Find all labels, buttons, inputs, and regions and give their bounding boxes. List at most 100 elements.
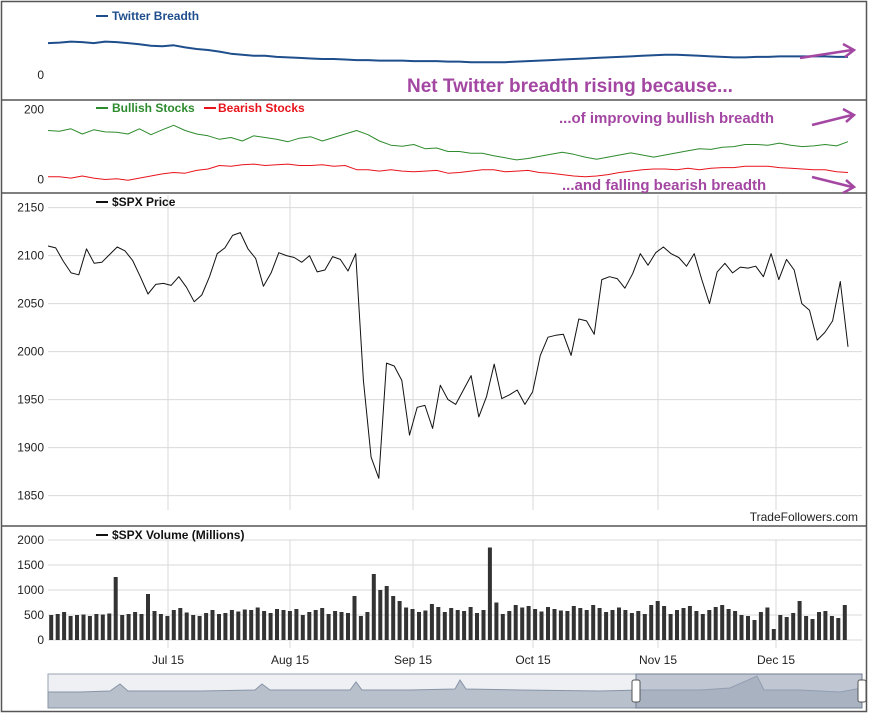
volume-bar — [791, 613, 796, 640]
volume-bar — [675, 610, 679, 640]
navigator-right-handle[interactable] — [857, 679, 867, 703]
y-tick-label: 1900 — [17, 441, 44, 455]
volume-bar — [436, 607, 441, 640]
x-axis-label: Aug 15 — [271, 653, 309, 667]
volume-bar — [242, 609, 247, 640]
navigator-selection[interactable] — [635, 673, 863, 709]
volume-bar — [223, 613, 228, 640]
y-tick-label: 200 — [24, 103, 44, 117]
volume-bar — [617, 607, 621, 640]
twitter-legend: Twitter Breadth — [96, 9, 199, 23]
volume-bar — [700, 614, 705, 640]
series-line-spx-price — [47, 232, 849, 479]
volume-bar — [449, 608, 454, 640]
volume-bar — [217, 614, 221, 640]
volume-bar — [558, 610, 563, 640]
volume-bar — [178, 608, 183, 640]
volume-bar — [481, 610, 486, 640]
arrow-down-right-icon — [811, 175, 857, 195]
volume-bar — [752, 620, 757, 640]
volume-bars — [49, 547, 847, 640]
volume-bar — [81, 614, 86, 640]
volume-bar — [107, 613, 112, 640]
volume-bar — [591, 605, 596, 640]
volume-bar — [804, 616, 809, 640]
volume-bar — [520, 607, 525, 640]
y-tick-label: 2050 — [17, 297, 44, 311]
volume-bar — [681, 608, 686, 640]
volume-bar — [236, 611, 241, 640]
volume-bar — [494, 602, 499, 640]
volume-bar — [584, 610, 589, 640]
volume-y-axis: 0 500 1000 1500 2000 — [17, 533, 44, 647]
volume-bar — [771, 629, 776, 640]
price-legend: $SPX Price — [96, 195, 176, 209]
navigator-left-handle[interactable] — [631, 679, 641, 703]
volume-bar — [649, 605, 654, 640]
volume-bar — [565, 611, 570, 640]
watermark: TradeFollowers.com — [750, 510, 858, 524]
volume-bar — [94, 614, 99, 640]
volume-bar — [636, 611, 641, 640]
volume-bar — [146, 594, 150, 640]
volume-bar — [262, 611, 267, 640]
volume-bar — [229, 610, 234, 640]
twitter-y-axis: 0 — [37, 68, 44, 82]
volume-bar — [120, 615, 125, 640]
volume-bar — [578, 608, 583, 640]
volume-bar — [797, 601, 802, 640]
volume-bar — [352, 596, 357, 640]
volume-bar — [197, 616, 202, 640]
volume-bar — [378, 590, 383, 640]
series-line-bullish-stocks — [47, 124, 849, 161]
volume-bar — [307, 612, 312, 640]
volume-bar — [533, 609, 538, 640]
volume-bar — [784, 617, 789, 640]
volume-bar — [829, 616, 834, 640]
volume-bar — [623, 610, 628, 640]
y-tick-label: 0 — [37, 68, 44, 82]
volume-bar — [604, 612, 609, 640]
y-tick-label: 0 — [37, 173, 44, 187]
y-tick-label: 2000 — [17, 345, 44, 359]
volume-bar — [365, 612, 370, 640]
y-tick-label: 1000 — [17, 583, 44, 597]
volume-bar — [339, 612, 344, 640]
navigator[interactable] — [47, 673, 867, 709]
volume-bar — [300, 615, 305, 640]
x-axis-label: Nov 15 — [639, 653, 677, 667]
volume-bar — [668, 614, 673, 640]
volume-bar — [391, 596, 396, 640]
volume-bar — [210, 610, 215, 640]
volume-bar — [313, 610, 318, 640]
volume-bar — [62, 612, 67, 640]
volume-bar — [287, 611, 292, 640]
volume-bar — [184, 612, 189, 640]
volume-bar — [346, 613, 350, 640]
volume-bar — [726, 609, 731, 640]
volume-bar — [571, 606, 576, 640]
volume-legend: $SPX Volume (Millions) — [96, 528, 244, 542]
volume-bar — [152, 611, 157, 640]
volume-bar — [713, 607, 718, 640]
y-tick-label: 2150 — [17, 201, 44, 215]
volume-bar — [694, 611, 699, 640]
volume-bar — [823, 611, 828, 640]
annotation-bullish: ...of improving bullish breadth — [559, 110, 774, 127]
price-series — [47, 232, 849, 479]
volume-bar — [610, 610, 615, 640]
volume-bar — [191, 615, 196, 640]
annotation-bearish: ...and falling bearish breadth — [562, 177, 766, 194]
volume-bar — [655, 601, 660, 640]
annotation-headline: Net Twitter breadth rising because... — [407, 76, 733, 97]
arrow-up-right-icon — [811, 107, 857, 127]
volume-bar — [810, 619, 815, 640]
series-line-twitter-breadth — [47, 40, 848, 64]
volume-bar — [526, 606, 531, 640]
volume-bar — [55, 614, 60, 640]
volume-bar — [707, 610, 712, 640]
volume-bar — [539, 611, 544, 640]
volume-bar — [733, 611, 738, 640]
volume-bar — [165, 616, 170, 640]
